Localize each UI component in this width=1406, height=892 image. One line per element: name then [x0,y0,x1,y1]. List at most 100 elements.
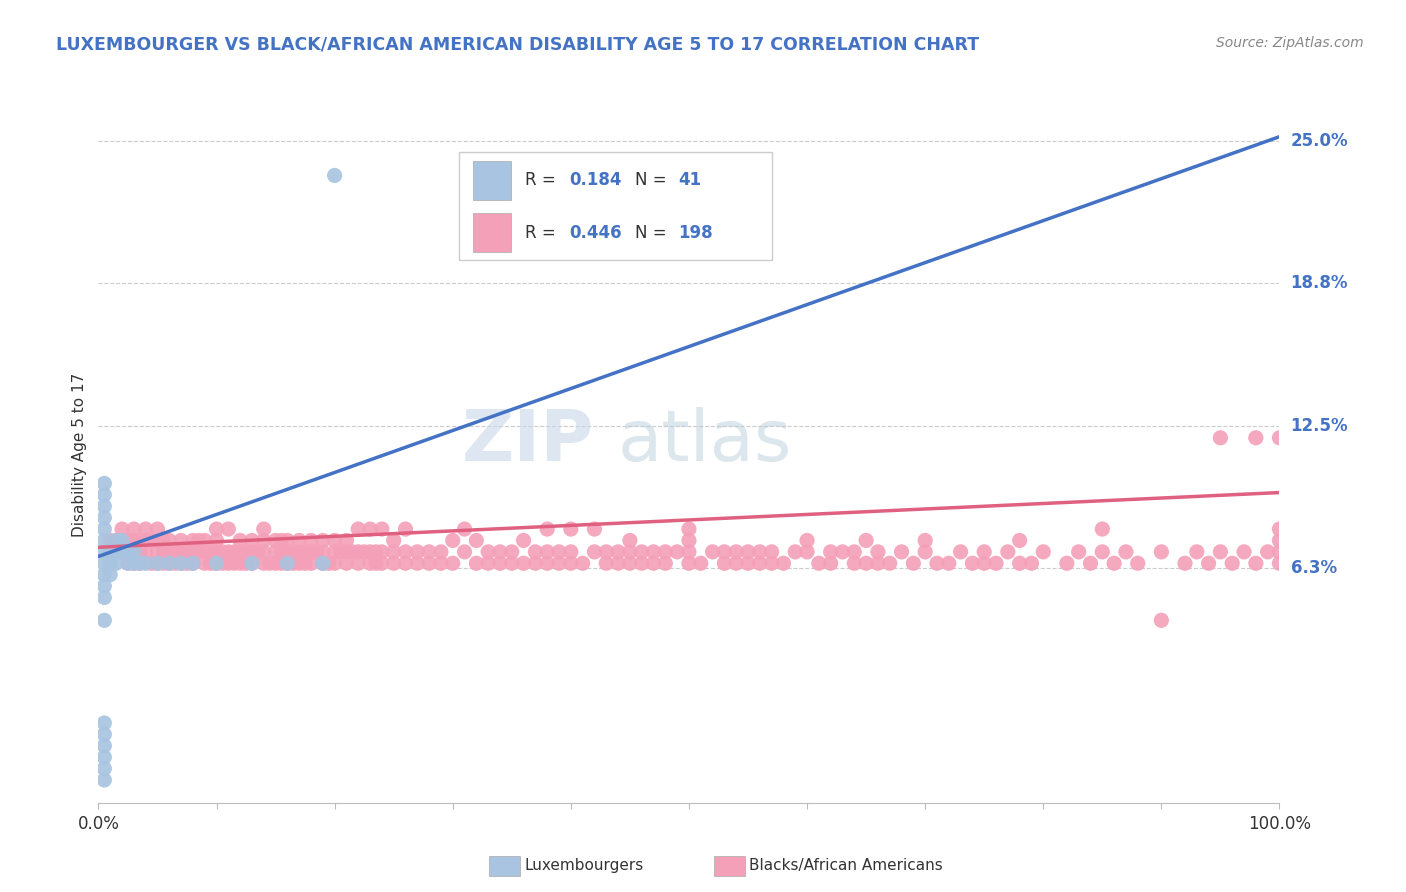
Point [111,545,134,559]
Point [111,533,134,548]
Point [240,533,263,548]
Point [689,556,711,570]
Point [98,533,121,548]
Text: 198: 198 [678,224,713,242]
Point [820,556,842,570]
Point [323,533,346,548]
Point [713,556,735,570]
Point [501,556,523,570]
Point [105,545,128,559]
Point [1091,545,1114,559]
Text: atlas: atlas [619,407,793,475]
Point [1174,556,1197,570]
Point [1067,545,1090,559]
Point [997,545,1019,559]
Point [93,510,115,524]
Point [146,545,169,559]
Point [1091,522,1114,536]
Point [312,556,335,570]
Point [1080,556,1102,570]
Point [152,556,174,570]
Point [312,556,335,570]
Point [135,533,157,548]
Point [595,545,617,559]
Point [98,545,121,559]
Point [98,556,121,570]
Point [246,545,269,559]
Point [938,556,960,570]
Point [855,533,877,548]
Point [205,533,228,548]
Point [211,545,233,559]
Point [105,556,128,570]
Point [536,545,558,559]
Point [93,715,115,730]
Point [353,545,375,559]
Point [141,556,163,570]
Point [713,545,735,559]
Point [406,556,429,570]
Point [761,556,783,570]
Point [93,613,115,627]
Point [807,556,830,570]
Point [312,545,335,559]
Point [217,545,239,559]
Point [235,545,257,559]
Point [93,772,115,787]
Point [371,522,394,536]
Point [122,545,145,559]
Point [1268,533,1291,548]
Point [347,556,370,570]
Point [335,556,357,570]
Point [117,533,139,548]
Bar [472,161,510,200]
Point [489,556,512,570]
Point [536,556,558,570]
Text: N =: N = [634,224,672,242]
Point [1268,431,1291,445]
Point [111,545,134,559]
Text: 0.184: 0.184 [569,171,621,189]
Point [288,545,311,559]
Text: 6.3%: 6.3% [1291,559,1337,577]
Point [973,556,995,570]
Point [128,556,150,570]
Text: Luxembourgers: Luxembourgers [524,858,644,872]
Point [666,545,689,559]
Point [796,545,818,559]
Point [925,556,948,570]
Point [347,545,370,559]
Point [512,556,534,570]
Point [157,556,180,570]
Point [270,533,292,548]
Point [890,545,912,559]
Point [1126,556,1149,570]
Point [524,545,547,559]
Point [678,556,700,570]
Point [1198,556,1220,570]
Point [165,545,187,559]
Point [512,533,534,548]
Point [276,533,298,548]
Point [1209,545,1232,559]
Point [93,567,115,582]
Point [229,556,252,570]
Point [560,545,582,559]
Point [157,545,180,559]
Point [342,545,364,559]
Point [560,556,582,570]
Point [465,533,488,548]
Point [122,545,145,559]
Y-axis label: Disability Age 5 to 17: Disability Age 5 to 17 [72,373,87,537]
Point [595,556,617,570]
Point [200,545,222,559]
Point [418,545,440,559]
Point [229,545,252,559]
Point [217,556,239,570]
Point [879,556,901,570]
Point [141,533,163,548]
Point [772,556,794,570]
Point [93,556,115,570]
Point [725,556,748,570]
Point [630,556,652,570]
